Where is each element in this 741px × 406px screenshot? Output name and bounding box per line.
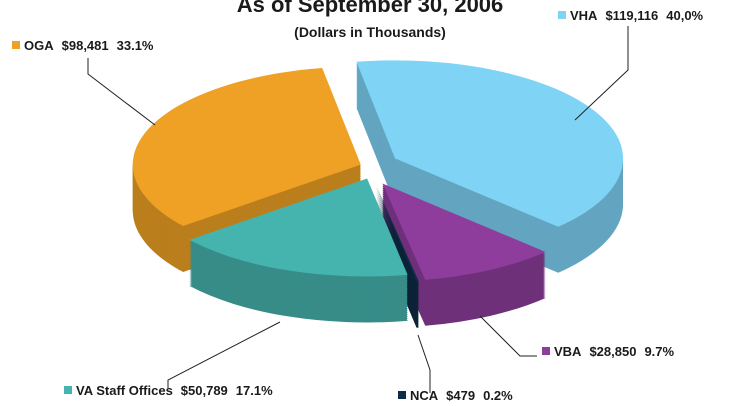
chart-title: As of September 30, 2006 xyxy=(237,0,504,17)
legend-swatch xyxy=(12,41,20,49)
value-label: $50,789 xyxy=(181,383,228,398)
slice xyxy=(132,68,361,227)
slice-label: VHA $119,116 40,0% xyxy=(570,8,704,23)
leader-line xyxy=(417,334,431,393)
legend-swatch xyxy=(542,347,550,355)
category: NCA xyxy=(410,388,439,403)
slice xyxy=(376,185,419,282)
value-label: $479 xyxy=(446,388,475,403)
slice-label: OGA $98,481 33.1% xyxy=(24,38,154,53)
legend-swatch xyxy=(64,386,72,394)
chart-subtitle: (Dollars in Thousands) xyxy=(294,24,446,40)
value-label: $119,116 xyxy=(605,8,658,23)
legend-swatch xyxy=(558,11,566,19)
slice-label: NCA $479 0.2% xyxy=(410,388,513,403)
slice-label: VA Staff Offices $50,789 17.1% xyxy=(76,383,273,398)
slice xyxy=(382,183,546,280)
leader-line xyxy=(167,321,281,388)
leader-line xyxy=(574,26,629,121)
leader-line xyxy=(479,315,537,357)
leader-line xyxy=(87,58,156,126)
value-label: $28,850 xyxy=(589,344,636,359)
percent-label: 33.1% xyxy=(117,38,154,53)
category: VHA xyxy=(570,8,598,23)
category: VA Staff Offices xyxy=(76,383,173,398)
category: OGA xyxy=(24,38,54,53)
percent-label: 9.7% xyxy=(644,344,674,359)
percent-label: 0.2% xyxy=(483,388,513,403)
slice xyxy=(189,178,408,277)
category: VBA xyxy=(554,344,582,359)
slice-label: VBA $28,850 9.7% xyxy=(554,344,675,359)
percent-label: 40,0% xyxy=(666,8,703,23)
legend-swatch xyxy=(398,391,406,399)
percent-label: 17.1% xyxy=(236,383,273,398)
slice xyxy=(356,60,624,227)
value-label: $98,481 xyxy=(62,38,109,53)
